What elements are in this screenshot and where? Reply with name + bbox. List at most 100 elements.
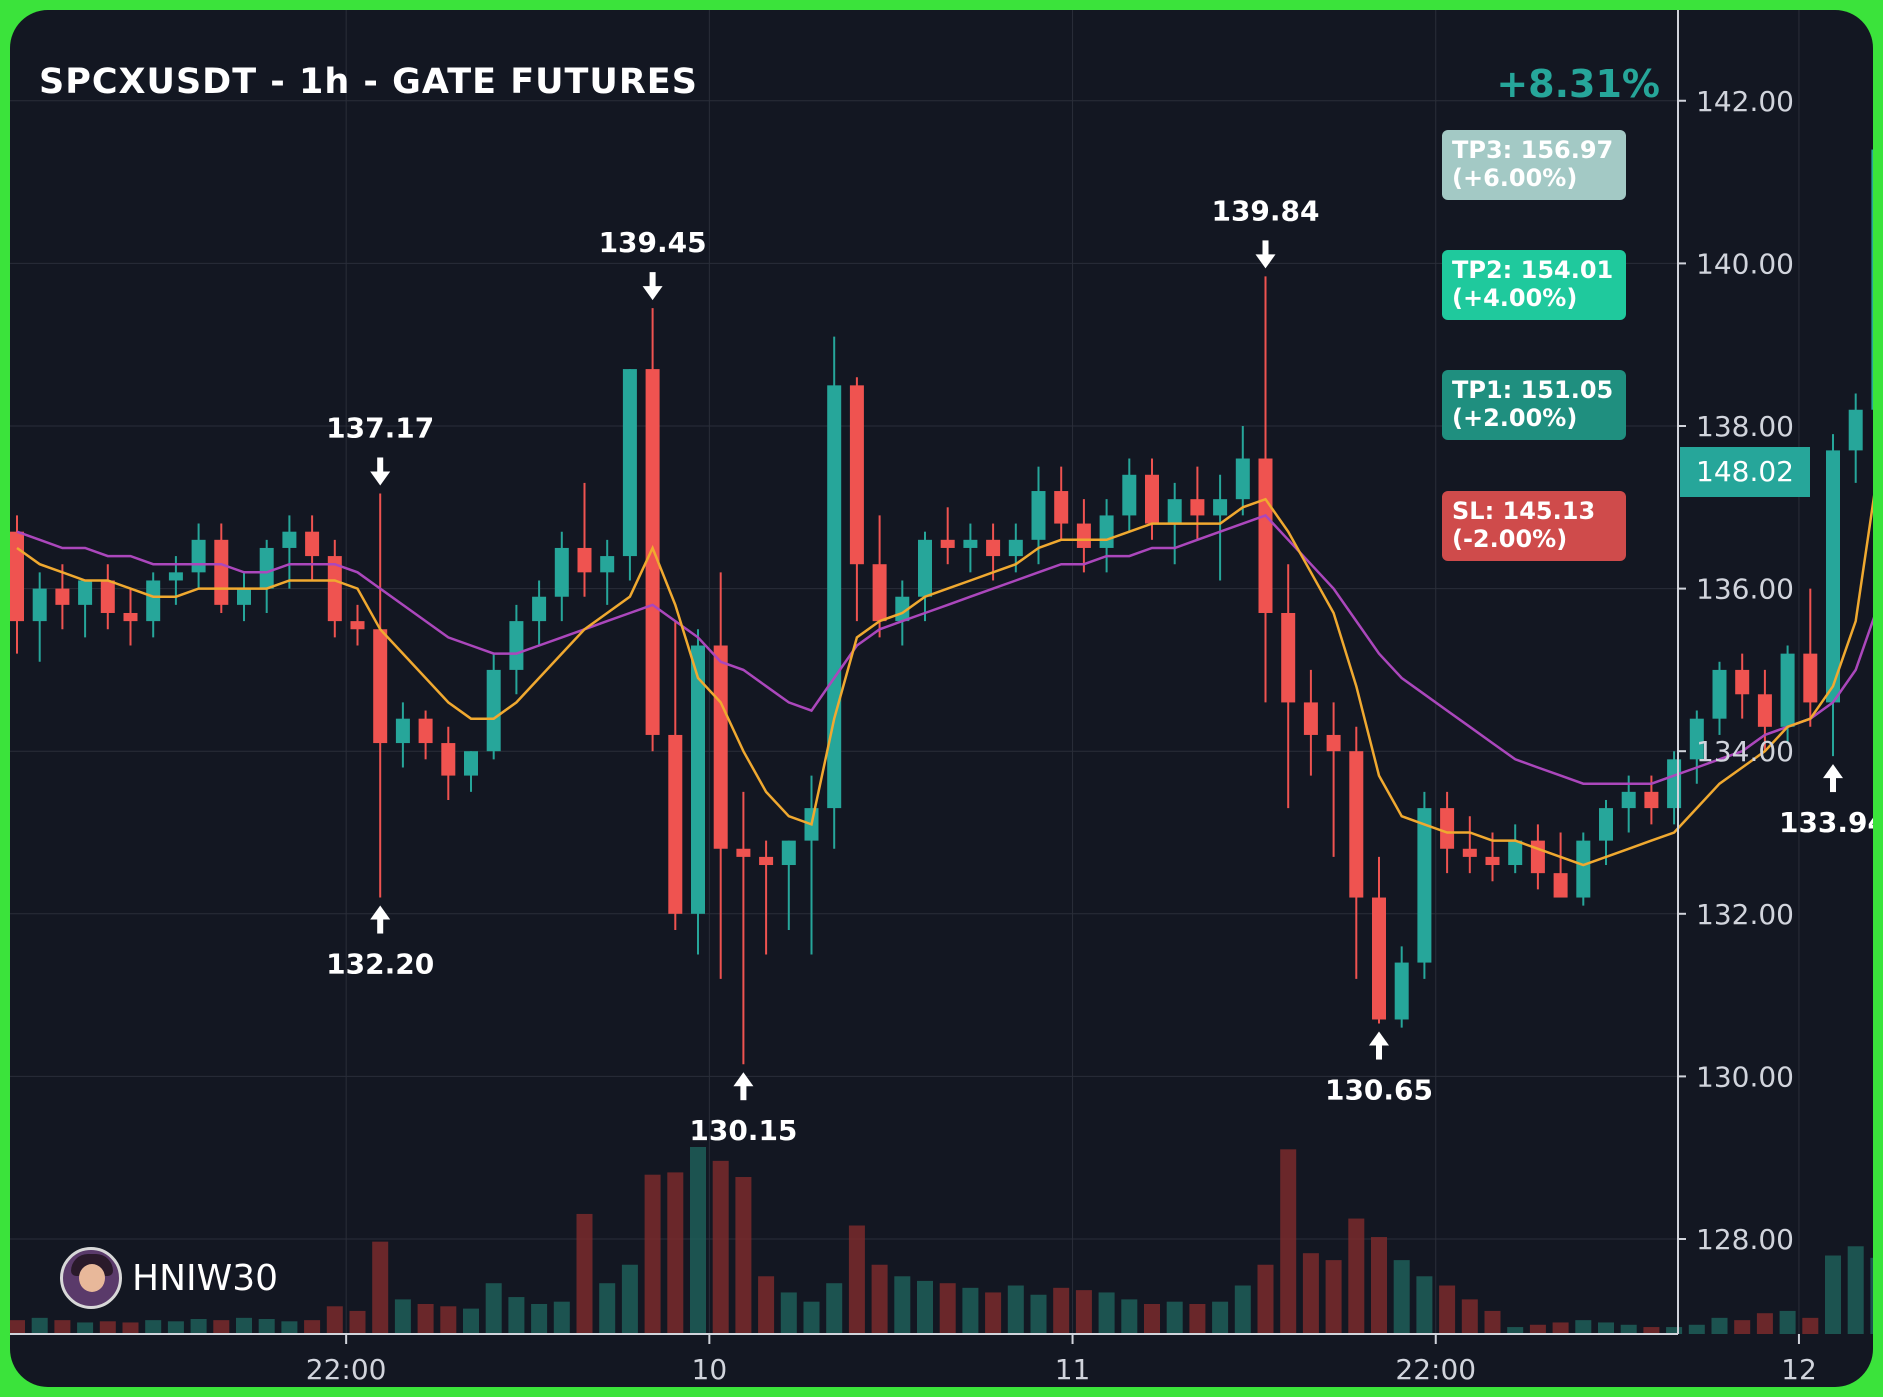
candle-body (1213, 499, 1228, 516)
ema-slow-line (16, 513, 1873, 785)
volume-bar (1756, 1313, 1773, 1334)
arrow-up-icon (1369, 1031, 1389, 1046)
volume-bar (349, 1310, 366, 1334)
candle-body (577, 547, 592, 573)
volume-bar (1166, 1301, 1183, 1334)
y-tick-label: 134.00 (1696, 735, 1794, 768)
volume-bar (508, 1297, 525, 1334)
arrow-down-icon (1262, 240, 1269, 257)
axes: 158.00156.00154.00152.00150.00148.00146.… (10, 10, 1817, 1386)
candle-body (1417, 808, 1432, 963)
candle-body (1440, 808, 1455, 849)
candle-body (373, 629, 388, 744)
y-tick-label: 132.00 (1696, 898, 1794, 931)
volume-bar (1144, 1303, 1160, 1334)
volume-bar (190, 1318, 207, 1334)
arrow-up-icon (370, 905, 391, 920)
y-tick-label: 142.00 (1696, 85, 1794, 118)
volume-bar (1212, 1301, 1229, 1334)
arrow-down-icon (377, 457, 384, 474)
author-name: HNIW30 (132, 1257, 279, 1299)
chart-title: SPCXUSDT - 1h - GATE FUTURES (39, 62, 698, 102)
volume-bar (10, 1320, 25, 1334)
volume-bar (1643, 1327, 1660, 1334)
candle-body (191, 539, 206, 573)
volume-bar (394, 1299, 411, 1334)
candle-body (1008, 539, 1023, 557)
y-tick-label: 136.00 (1696, 573, 1794, 606)
volume-bar (1484, 1310, 1501, 1334)
volume-bar (326, 1306, 343, 1334)
volume-bar (803, 1301, 820, 1334)
low-label: 130.65 (1325, 1074, 1433, 1107)
candle-body (532, 596, 547, 622)
x-tick-label: 10 (692, 1353, 728, 1386)
candle-body (1644, 791, 1659, 809)
candle-body (1372, 897, 1386, 1020)
y-tick-label: 128.00 (1696, 1223, 1794, 1256)
candle-body (849, 385, 864, 565)
volume-bar (1779, 1310, 1796, 1334)
candle-body (1485, 856, 1500, 866)
volume-bar (213, 1320, 230, 1334)
candle-body (1281, 612, 1296, 703)
candle-body (918, 539, 932, 597)
volume-bar (826, 1283, 843, 1334)
volume-bar (712, 1160, 729, 1334)
candle-body (963, 539, 978, 548)
candle-body (1621, 791, 1636, 809)
volume-bar (1030, 1294, 1047, 1334)
candle-body (123, 612, 138, 622)
volume-bar (1620, 1324, 1637, 1334)
volume-bar (304, 1320, 321, 1334)
volume-bar (485, 1283, 502, 1334)
candle-body (872, 564, 887, 622)
y-tick-label: 140.00 (1696, 247, 1794, 280)
candle-body (554, 547, 569, 597)
current-price-tag: 148.02 (1680, 447, 1810, 497)
candle-body (645, 369, 660, 735)
candle-body (1735, 669, 1750, 695)
candle-body (1349, 751, 1364, 898)
candle-body (237, 588, 251, 605)
volume-bar (463, 1308, 479, 1334)
arrow-down-icon (649, 272, 656, 289)
candle-body (1803, 653, 1818, 703)
volume-bar (372, 1241, 389, 1334)
candle-body (168, 572, 183, 581)
candle-body (1145, 474, 1159, 524)
volume-bar (1847, 1246, 1864, 1334)
high-label: 139.84 (1211, 194, 1319, 227)
volume-bar (1189, 1303, 1206, 1334)
volume-bar (1439, 1285, 1456, 1334)
candle-body (940, 539, 955, 548)
volume-bar (258, 1318, 275, 1334)
tp3-label: TP3: 156.97 (+6.00%) (1442, 130, 1626, 200)
candle-body (1054, 491, 1069, 524)
candle-body (1848, 409, 1863, 451)
volume-bar (894, 1276, 911, 1334)
candle-body (418, 718, 433, 744)
candle-body (305, 531, 320, 557)
candle-body (1235, 458, 1250, 500)
volume-bar (1257, 1264, 1274, 1334)
price-chart[interactable]: 137.17 132.20 139.45 130.15 139.84 130.65 133.… (10, 10, 1873, 1387)
volume-bar (1280, 1149, 1297, 1334)
low-label: 132.20 (326, 948, 434, 981)
candle-body (1394, 962, 1409, 1020)
candle-body (1462, 848, 1477, 857)
volume-bar (531, 1303, 548, 1334)
volume-bar (1575, 1320, 1592, 1334)
volume-bar (1802, 1317, 1819, 1334)
arrow-up-icon (1376, 1043, 1382, 1060)
volume-bar (1393, 1260, 1410, 1334)
x-tick-label: 12 (1781, 1353, 1817, 1386)
volume-bar (440, 1306, 457, 1334)
volume-bar (1371, 1237, 1387, 1334)
candle-body (1689, 718, 1704, 760)
candle-body (1826, 450, 1840, 703)
candle-body (622, 369, 637, 557)
volume-bar (1711, 1317, 1728, 1334)
volume-bar (1870, 1257, 1873, 1334)
candle-body (986, 539, 1001, 557)
